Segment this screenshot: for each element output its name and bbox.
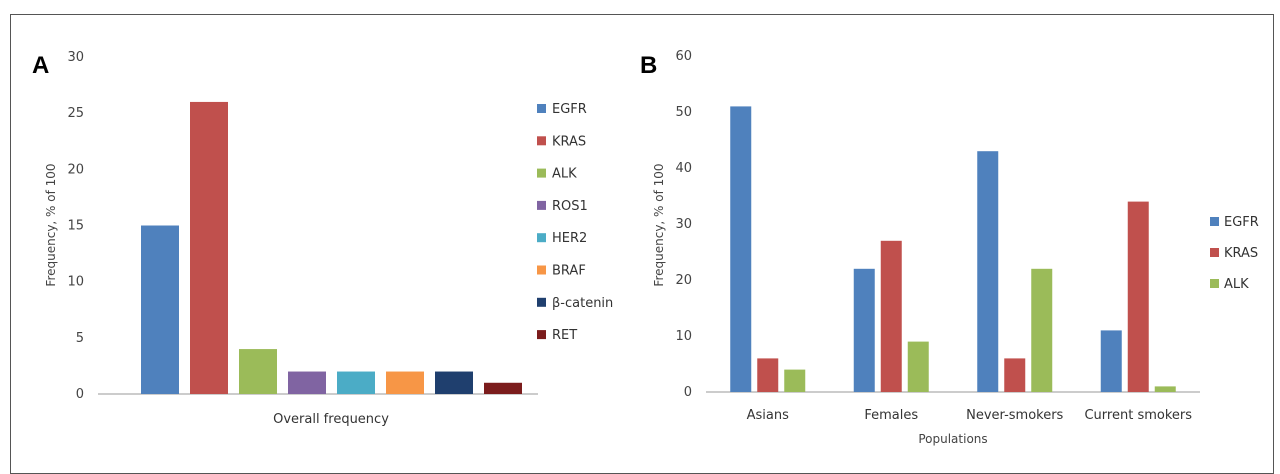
panel-b-category-label-females: Females [864,408,918,423]
panel-b-bar-asians-alk [784,369,806,392]
panel-b-legend-label-egfr: EGFR [1224,215,1259,230]
panel-a-legend-label-kras: KRAS [552,134,586,149]
panel-b-category-labels: Asians Females Never-smokers Current smoker… [747,408,1193,423]
panel-b-y-tick-label: 10 [675,329,692,344]
panel-a-legend-label-braf: BRAF [552,264,586,279]
panel-a-legend-label-alk: ALK [552,167,577,182]
panel-b-legend: EGFR KRAS ALK [1210,215,1259,292]
panel-b-bar-current-smokers-kras [1127,201,1149,392]
panel-a-y-tick-label: 15 [67,219,84,234]
panel-a-bars [141,101,522,394]
panel-b-bar-females-kras [880,240,902,392]
panel-a-legend-label-ros1: ROS1 [552,199,588,214]
panel-a-bar-egfr [141,225,179,394]
panel-b-y-tick-label: 30 [675,217,692,232]
panel-b-y-tick-label: 50 [675,105,692,120]
panel-a-legend-swatch-ros1 [537,200,546,210]
panel-b-bar-never-smokers-egfr [977,151,999,392]
panel-b-y-tick-label: 20 [675,273,692,288]
panel-a-legend-swatch-ret [537,330,546,340]
panel-a-legend-swatch-egfr [537,104,546,113]
panel-b-bar-never-smokers-kras [1004,358,1026,392]
panel-a-y-tick-label: 20 [67,162,84,177]
panel-b-letter: B [640,52,657,79]
panel-a-legend-label-her2: HER2 [552,231,587,246]
panel-b-bar-females-alk [907,341,929,392]
panel-a-legend-label-egfr: EGFR [552,102,587,117]
panel-a-bar-her2 [337,371,375,394]
panel-b-y-ticks: 0 10 20 30 40 50 60 [675,49,692,400]
panel-b-category-label-never-smokers: Never-smokers [966,408,1063,423]
panel-a-bar-alk [239,349,277,394]
panel-a-legend-swatch-her2 [537,233,546,243]
panel-b-legend-swatch-egfr [1210,217,1219,226]
panel-a-y-tick-label: 10 [67,275,84,290]
panel-a-y-tick-label: 25 [67,106,84,121]
panel-b-category-label-asians: Asians [747,408,789,423]
panel-a-y-tick-label: 5 [76,331,84,346]
panel-a-legend-swatch-alk [537,168,546,178]
panel-b-y-tick-label: 60 [675,49,692,64]
panel-a-legend: EGFR KRAS ALK ROS1 HER2 BRAF β-catenin RET [537,102,613,343]
panel-b-y-tick-label: 40 [675,161,692,176]
panel-a-legend-swatch-kras [537,136,546,146]
panel-a-bar-kras [190,101,228,394]
panel-b-bar-never-smokers-alk [1031,268,1053,392]
panel-a-letter: A [32,52,49,79]
panel-b-legend-label-alk: ALK [1224,277,1249,292]
panel-b-bar-asians-egfr [730,106,752,393]
panel-b-bar-females-egfr [853,268,875,392]
panel-b-legend-label-kras: KRAS [1224,246,1258,261]
panel-a-y-tick-label: 0 [76,387,84,402]
panel-b-x-axis-title: Populations [918,432,987,446]
panel-b-legend-swatch-kras [1210,248,1219,257]
panel-a-bar-braf [386,371,424,394]
panel-b-bar-asians-kras [757,358,779,392]
panel-a-bar-catenin [435,371,473,394]
panel-a-legend-swatch-braf [537,265,546,275]
panel-a-legend-swatch-catenin [537,297,546,307]
panel-a-y-ticks: 0 5 10 15 20 25 30 [67,50,84,402]
panel-a-legend-label-ret: RET [552,328,577,343]
panel-a-y-tick-label: 30 [67,50,84,65]
panel-a-y-axis-title: Frequency, % of 100 [44,163,58,286]
panel-a-bar-ret [484,382,522,394]
panel-b-y-tick-label: 0 [684,385,692,400]
panel-b-legend-swatch-alk [1210,279,1219,288]
panel-a-category-label: Overall frequency [273,412,389,427]
panel-a-bar-ros1 [288,371,326,394]
panel-b: B Frequency, % of 100 0 10 20 30 40 50 60 Asia… [640,49,1259,446]
panel-b-bars [730,106,1176,393]
panel-b-bar-current-smokers-egfr [1100,330,1122,392]
panel-b-bar-current-smokers-alk [1154,386,1176,392]
panel-b-y-axis-title: Frequency, % of 100 [652,163,666,286]
panel-a-legend-label-catenin: β-catenin [552,296,613,311]
panel-a: A Frequency, % of 100 0 5 10 15 20 25 30 Overa… [32,50,613,427]
panel-b-category-label-current-smokers: Current smokers [1084,408,1192,423]
